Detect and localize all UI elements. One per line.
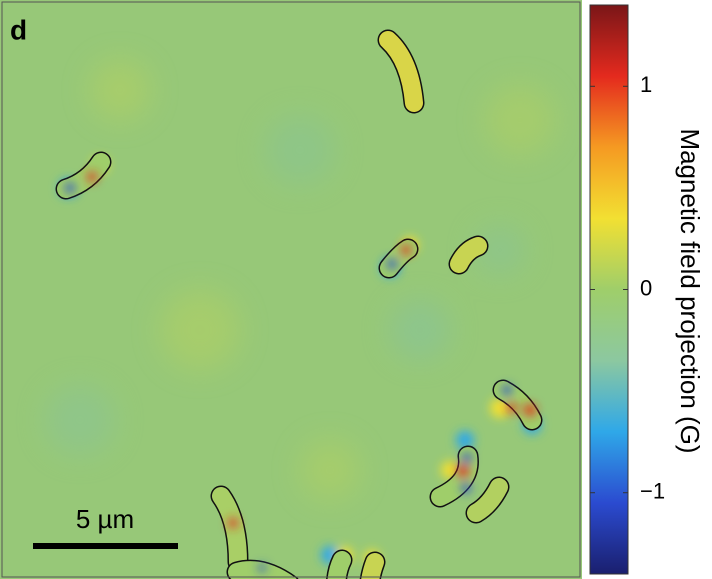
field-map	[0, 0, 582, 579]
colorbar: −1 0 1	[590, 5, 665, 574]
colorbar-fill	[590, 5, 628, 574]
scale-bar-label: 5 µm	[76, 504, 134, 534]
panel-label: d	[10, 14, 27, 45]
colorbar-tick-label: −1	[640, 479, 665, 504]
colorbar-label: Magnetic field projection (G)	[675, 128, 705, 453]
colorbar-tick-label: 0	[640, 275, 652, 300]
colorbar-tick-label: 1	[640, 72, 652, 97]
figure: d 5 µm −1 0 1 Magnetic field projection (G…	[0, 0, 712, 579]
